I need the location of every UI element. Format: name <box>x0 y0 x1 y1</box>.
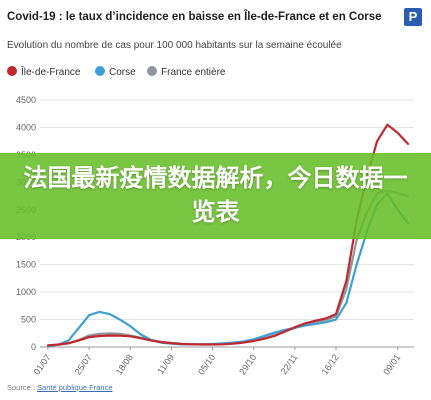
series-line--le-de-france <box>46 123 410 347</box>
chart-subtitle: Evolution du nombre de cas pour 100 000 … <box>7 40 342 51</box>
source-note: Source : Santé publique France <box>7 383 112 392</box>
legend-item-corse: Corse <box>95 66 136 78</box>
legend-item-ile-de-france: Île-de-France <box>7 66 80 78</box>
x-tick-label: 01/07 <box>32 352 53 376</box>
x-tick-label: 16/12 <box>320 352 341 376</box>
x-tick-label: 18/08 <box>114 352 135 376</box>
x-tick-label: 25/07 <box>73 352 94 376</box>
source-link[interactable]: Santé publique France <box>37 383 113 392</box>
y-tick-label: 500 <box>21 315 36 325</box>
y-tick-label: 1000 <box>16 287 36 297</box>
legend-label: Île-de-France <box>21 67 81 78</box>
x-tick-label: 09/01 <box>381 352 402 376</box>
legend-dot-icon <box>147 66 157 76</box>
chart-title: Covid-19 : le taux d’incidence en baisse… <box>7 11 382 23</box>
y-tick-label: 0 <box>31 342 36 352</box>
x-tick-label: 11/09 <box>155 352 176 376</box>
legend-label: France entière <box>161 67 226 78</box>
x-tick-label: 05/10 <box>196 352 217 376</box>
legend-dot-icon <box>95 66 105 76</box>
publisher-logo: P <box>404 8 422 26</box>
legend-item-france-entiere: France entière <box>147 66 225 78</box>
overlay-banner: 法国最新疫情数据解析，今日数据一览表 <box>0 153 431 239</box>
legend-dot-icon <box>7 66 17 76</box>
banner-text: 法国最新疫情数据解析，今日数据一览表 <box>23 164 408 226</box>
y-tick-label: 4500 <box>16 95 36 105</box>
legend-label: Corse <box>109 67 136 78</box>
x-tick-label: 29/10 <box>237 352 258 376</box>
source-prefix: Source : <box>7 383 38 392</box>
y-tick-label: 1500 <box>16 260 36 270</box>
y-tick-label: 4000 <box>16 122 36 132</box>
x-tick-label: 22/11 <box>279 352 300 376</box>
